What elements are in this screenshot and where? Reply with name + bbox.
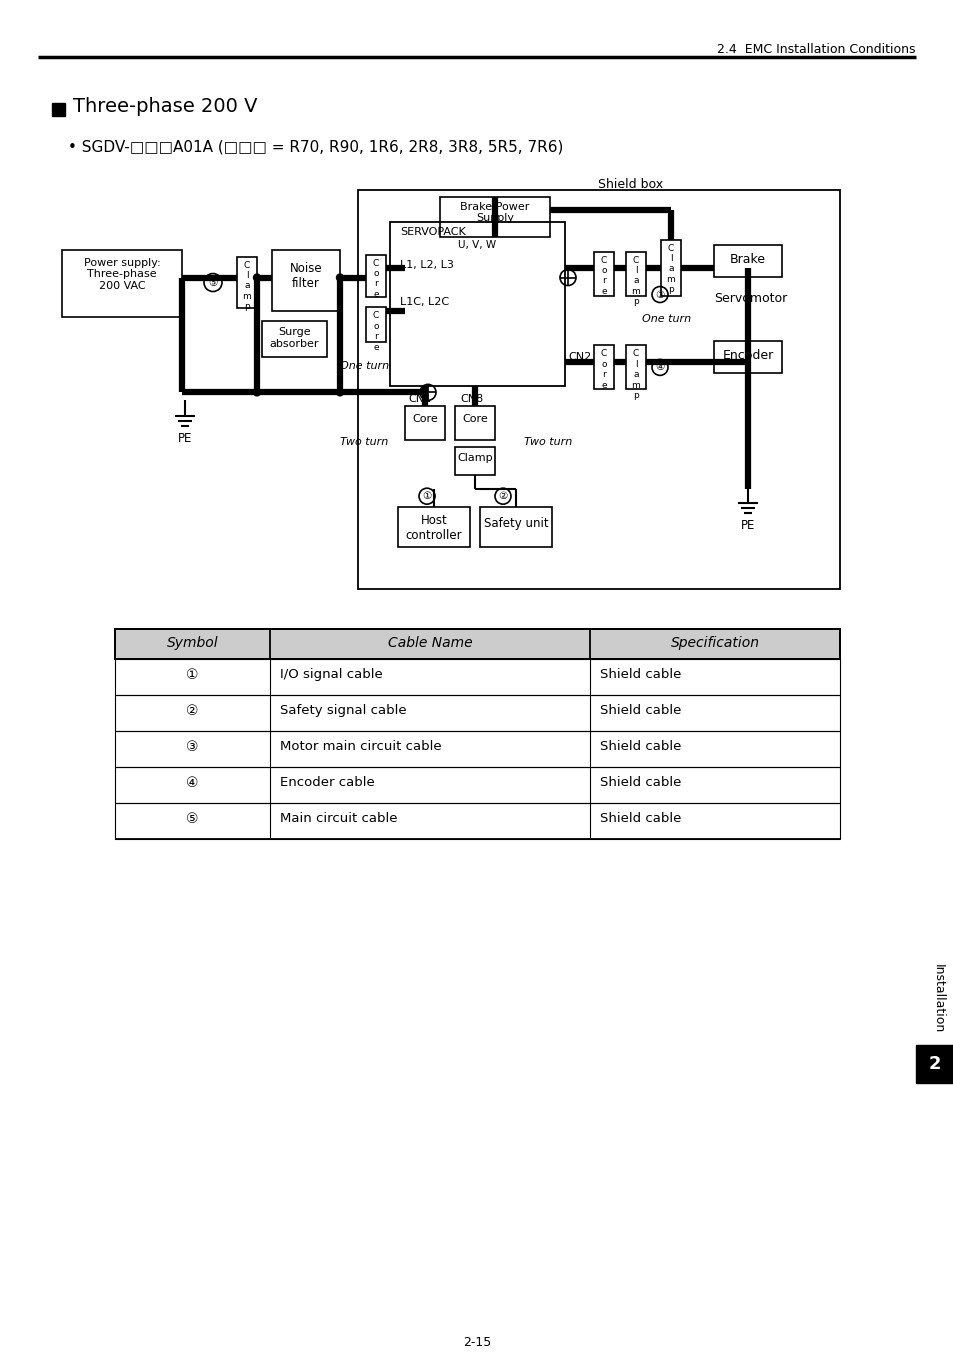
Text: CN8: CN8	[459, 395, 483, 404]
Bar	[594, 251, 614, 296]
Bar	[625, 251, 645, 296]
Text: • SGDV-□□□A01A (□□□ = R70, R90, 1R6, 2R8, 3R8, 5R5, 7R6): • SGDV-□□□A01A (□□□ = R70, R90, 1R6, 2R8…	[68, 139, 563, 154]
Text: Safety unit: Safety unit	[483, 518, 548, 530]
Bar	[439, 196, 550, 237]
Bar	[455, 448, 495, 475]
Text: Shield cable: Shield cable	[599, 704, 680, 717]
Bar	[115, 731, 840, 767]
Text: C
l
a
m
p: C l a m p	[242, 261, 251, 311]
Bar	[397, 507, 470, 548]
Text: Power supply:
Three-phase
200 VAC: Power supply: Three-phase 200 VAC	[84, 258, 160, 291]
Text: ①: ①	[186, 668, 198, 681]
Text: Three-phase 200 V: Three-phase 200 V	[73, 97, 257, 116]
Text: Brake Power
Supply: Brake Power Supply	[460, 201, 529, 223]
Bar	[594, 345, 614, 389]
Bar	[713, 245, 781, 277]
Text: Shield cable: Shield cable	[599, 776, 680, 788]
Text: Encoder: Encoder	[721, 349, 773, 362]
Bar	[115, 695, 840, 731]
Text: ②: ②	[186, 704, 198, 718]
Bar	[455, 407, 495, 441]
Text: CN1: CN1	[408, 395, 431, 404]
Text: Servomotor: Servomotor	[713, 292, 786, 304]
Text: ①: ①	[422, 491, 431, 502]
Text: Shield cable: Shield cable	[599, 811, 680, 825]
Bar	[366, 307, 386, 342]
Bar	[357, 189, 840, 589]
Text: Clamp: Clamp	[456, 453, 493, 464]
Text: ②: ②	[497, 491, 507, 502]
Text: Core: Core	[412, 414, 437, 425]
Text: PE: PE	[740, 519, 755, 533]
Text: Two turn: Two turn	[339, 437, 388, 448]
Text: Surge
absorber: Surge absorber	[270, 327, 319, 349]
Bar	[236, 257, 256, 308]
Text: 2-15: 2-15	[462, 1336, 491, 1349]
Bar	[262, 322, 327, 357]
Text: One turn: One turn	[339, 361, 389, 372]
Bar	[115, 803, 840, 838]
Text: Two turn: Two turn	[523, 437, 572, 448]
Text: L1C, L2C: L1C, L2C	[399, 296, 449, 307]
Text: Main circuit cable: Main circuit cable	[280, 811, 397, 825]
Text: ⑤: ⑤	[208, 277, 217, 288]
Circle shape	[253, 274, 260, 281]
Text: C
l
a
m
p: C l a m p	[666, 243, 675, 295]
Text: Cable Name: Cable Name	[387, 635, 472, 650]
Bar	[115, 629, 840, 658]
Bar	[390, 222, 564, 387]
Text: Host
controller: Host controller	[405, 514, 462, 542]
Text: ⑤: ⑤	[186, 811, 198, 826]
Text: Brake: Brake	[729, 253, 765, 265]
Bar	[915, 1045, 953, 1083]
Text: C
l
a
m
p: C l a m p	[631, 256, 639, 306]
Bar	[479, 507, 552, 548]
Text: Specification: Specification	[670, 635, 759, 650]
Text: Core: Core	[461, 414, 487, 425]
Bar	[660, 239, 680, 296]
Text: I/O signal cable: I/O signal cable	[280, 668, 382, 681]
Text: Shield cable: Shield cable	[599, 668, 680, 681]
Text: 2: 2	[928, 1056, 941, 1073]
Text: ④: ④	[186, 776, 198, 790]
Text: ④: ④	[655, 362, 664, 372]
Text: Noise
filter: Noise filter	[290, 261, 322, 289]
Circle shape	[336, 389, 343, 396]
Text: U, V, W: U, V, W	[458, 239, 497, 250]
Bar	[272, 250, 339, 311]
Text: L1, L2, L3: L1, L2, L3	[399, 260, 454, 269]
Bar	[625, 345, 645, 389]
Text: C
o
r
e: C o r e	[373, 258, 378, 299]
Text: C
l
a
m
p: C l a m p	[631, 349, 639, 400]
Text: ③: ③	[186, 740, 198, 754]
Circle shape	[253, 389, 260, 396]
Bar	[405, 407, 444, 441]
Bar	[366, 254, 386, 296]
Text: One turn: One turn	[641, 315, 690, 324]
Bar	[62, 250, 182, 318]
Bar	[115, 658, 840, 695]
Text: PE: PE	[177, 433, 192, 445]
Circle shape	[336, 274, 343, 281]
Bar	[115, 629, 840, 658]
Bar	[713, 342, 781, 373]
Text: Shield box: Shield box	[598, 177, 662, 191]
Text: ③: ③	[655, 289, 664, 300]
Text: SERVOPACK: SERVOPACK	[399, 227, 465, 237]
Text: Installation: Installation	[930, 964, 943, 1033]
Text: CN2: CN2	[567, 353, 591, 362]
Text: C
o
r
e: C o r e	[373, 311, 378, 352]
Text: C
o
r
e: C o r e	[600, 349, 606, 389]
Text: Symbol: Symbol	[167, 635, 218, 650]
Bar	[115, 767, 840, 803]
Text: 2.4  EMC Installation Conditions: 2.4 EMC Installation Conditions	[717, 43, 915, 55]
Text: Motor main circuit cable: Motor main circuit cable	[280, 740, 441, 753]
Text: Safety signal cable: Safety signal cable	[280, 704, 406, 717]
Text: Shield cable: Shield cable	[599, 740, 680, 753]
Bar	[52, 103, 65, 116]
Text: C
o
r
e: C o r e	[600, 256, 606, 296]
Text: Encoder cable: Encoder cable	[280, 776, 375, 788]
